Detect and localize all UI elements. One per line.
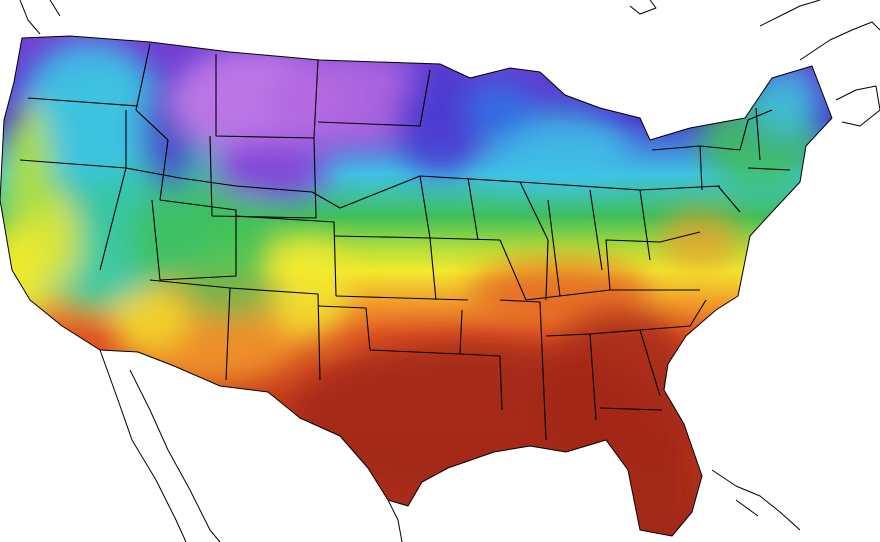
neighbor-outlines <box>19 0 880 542</box>
us-coastline <box>0 35 833 537</box>
state-borders <box>19 43 791 441</box>
